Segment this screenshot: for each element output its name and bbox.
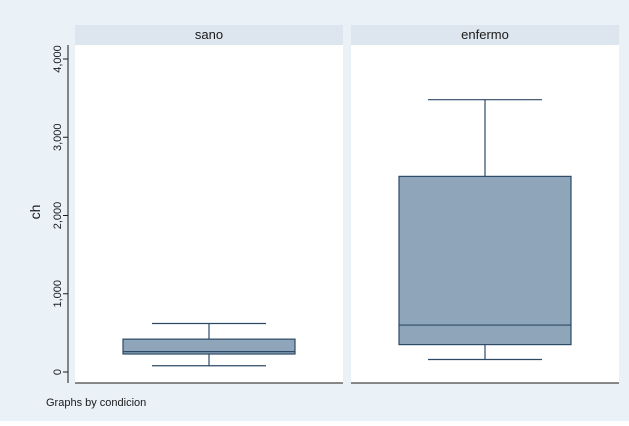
y-tick-label: 4,000 xyxy=(52,45,64,73)
y-tick-label: 3,000 xyxy=(52,123,64,151)
y-tick-label: 0 xyxy=(52,369,64,375)
y-tick-label: 1,000 xyxy=(52,280,64,308)
panel-title: enfermo xyxy=(461,27,509,42)
iqr-box xyxy=(398,175,572,346)
y-tick-label: 2,000 xyxy=(52,202,64,230)
panel-header xyxy=(75,25,343,45)
panel-enfermo: enfermo xyxy=(351,25,619,384)
panel-title: sano xyxy=(195,27,223,42)
panel-header xyxy=(351,25,619,45)
y-axis-label: ch xyxy=(27,205,43,220)
graphs-by-note: Graphs by condicion xyxy=(46,397,146,409)
panels: sano enfermo xyxy=(75,25,619,384)
panel-sano: sano xyxy=(75,25,343,384)
y-axis: 0 1,000 2,000 3,000 4,000 xyxy=(52,45,69,383)
iqr-box xyxy=(122,338,296,355)
